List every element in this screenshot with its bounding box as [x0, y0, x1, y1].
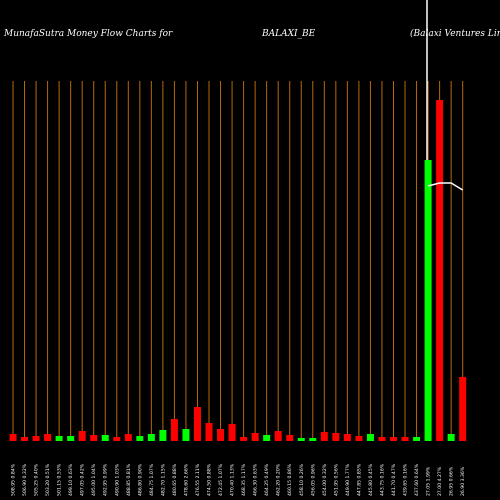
x-tick-label: 468.35 1.17%	[241, 463, 247, 496]
bar	[309, 438, 317, 441]
bar	[113, 437, 121, 441]
x-tick-label: 482.70 1.15%	[160, 463, 166, 496]
bar	[274, 431, 282, 441]
bar	[251, 433, 259, 441]
x-tick-label: 486.80 0.90%	[137, 463, 143, 496]
x-tick-label: 454.00 0.32%	[322, 463, 328, 496]
x-tick-label: 445.80 0.45%	[368, 463, 374, 496]
price-line	[427, 182, 464, 191]
bar	[401, 437, 409, 441]
company: (Balaxi Ventures Limit	[410, 28, 500, 39]
bar	[389, 437, 397, 441]
bar	[159, 430, 167, 441]
bar	[147, 434, 155, 441]
bar	[436, 100, 444, 441]
chart-title: MunafaSutra Money Flow Charts for	[3, 29, 173, 39]
bar	[193, 407, 201, 441]
x-tick-label: 441.70 0.47%	[391, 463, 397, 496]
bar	[355, 436, 363, 441]
bar	[101, 435, 109, 441]
x-tick-label: 449.90 1.77%	[345, 463, 351, 496]
x-tick-label: 480.65 0.88%	[172, 463, 178, 496]
bar	[286, 435, 294, 441]
x-tick-label: 506.90 0.32%	[22, 463, 28, 496]
x-tick-label: 501.15 0.53%	[57, 463, 63, 496]
symbol: BALAXI_BE	[261, 29, 316, 39]
bar	[124, 434, 132, 441]
x-tick-label: 484.75 1.07%	[149, 463, 155, 496]
bar	[320, 432, 328, 441]
x-tick-label: 492.95 0.99%	[103, 463, 109, 496]
bar	[90, 435, 98, 441]
bar	[44, 434, 52, 441]
bar	[413, 437, 421, 441]
bar	[170, 419, 178, 441]
bar	[217, 429, 225, 441]
bar	[332, 433, 340, 441]
bar	[447, 434, 455, 441]
x-tick-label: 439.65 0.16%	[403, 463, 409, 496]
x-tick-label: 508.95 0.84%	[11, 463, 17, 496]
bar	[205, 423, 213, 441]
x-tick-label: 464.25 0.49%	[264, 463, 270, 496]
x-tick-label: 495.00 1.04%	[91, 463, 97, 496]
x-tick-label: 447.85 0.85%	[356, 463, 362, 496]
bar	[378, 437, 386, 441]
bar	[136, 436, 144, 441]
bar	[263, 435, 271, 441]
bar	[240, 437, 248, 441]
x-tick-label: 26.90 3.36%	[460, 466, 466, 496]
x-tick-label: 476.55 2.11%	[195, 463, 201, 496]
x-tick-label: 499.10 0.63%	[68, 463, 74, 496]
bar	[182, 429, 190, 441]
x-tick-label: 488.85 0.81%	[126, 463, 132, 496]
x-tick-label: 462.20 0.20%	[276, 463, 282, 496]
x-tick-label: 497.05 0.42%	[80, 463, 86, 496]
x-tick-label: 460.15 0.86%	[287, 463, 293, 496]
bar	[424, 160, 432, 441]
bar	[9, 434, 17, 441]
x-tick-label: 466.30 0.63%	[253, 463, 259, 496]
x-tick-label: 26.95 0.66%	[449, 466, 455, 496]
x-tick-label: 470.40 1.13%	[230, 463, 236, 496]
x-tick-label: 490.90 1.03%	[114, 463, 120, 496]
x-tick-label: 458.10 0.26%	[299, 463, 305, 496]
bar	[297, 438, 305, 441]
x-tick-label: 472.45 1.07%	[218, 463, 224, 496]
x-tick-label: 503.20 0.51%	[45, 463, 51, 496]
bar	[32, 436, 40, 441]
x-tick-label: 451.95 0.56%	[333, 463, 339, 496]
bar	[55, 436, 63, 441]
bar	[21, 437, 29, 441]
bar	[343, 434, 351, 441]
bar	[366, 434, 374, 441]
bar	[459, 377, 467, 441]
x-tick-label: 437.60 0.64%	[414, 463, 420, 496]
x-tick-label: 27.00 4.27%	[437, 466, 443, 496]
bar	[67, 436, 75, 441]
x-tick-label: 443.75 0.16%	[379, 463, 385, 496]
x-tick-label: 478.60 2.66%	[183, 463, 189, 496]
bar	[228, 424, 236, 441]
x-tick-label: 505.25 0.40%	[34, 463, 40, 496]
x-tick-label: 474.50 0.88%	[207, 463, 213, 496]
x-tick-label: 456.05 0.96%	[310, 463, 316, 496]
x-tick-label: 27.05 1.99%	[426, 466, 432, 496]
bar	[78, 431, 86, 441]
